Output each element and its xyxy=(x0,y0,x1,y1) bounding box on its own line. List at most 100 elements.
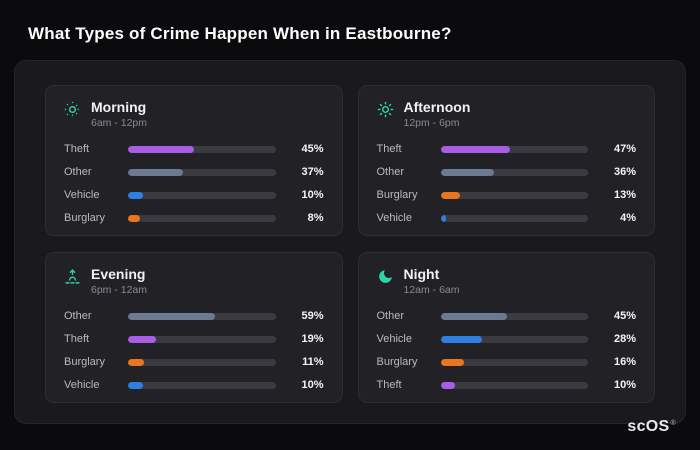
crime-label: Burglary xyxy=(64,212,105,224)
crime-label: Theft xyxy=(64,143,90,155)
bar-fill xyxy=(440,191,460,199)
card-subtitle: 6am - 12pm xyxy=(91,117,148,129)
bar-track xyxy=(128,168,276,176)
crime-percent: 10% xyxy=(301,379,324,391)
bar-track xyxy=(128,312,276,320)
crime-percent: 37% xyxy=(301,166,324,178)
crime-bar-row: Theft 19% xyxy=(64,332,324,346)
crime-bar-row: Burglary 8% xyxy=(64,211,324,225)
card-header: Evening 6pm - 12am xyxy=(64,266,324,296)
crime-label: Other xyxy=(64,310,92,322)
crime-bar-row: Vehicle 10% xyxy=(64,378,324,392)
bar-fill xyxy=(440,168,494,176)
time-period-card: Morning 6am - 12pm Theft 45% Other 37% Vehicle… xyxy=(45,85,343,236)
bar-fill xyxy=(128,335,157,343)
crime-label: Other xyxy=(376,166,405,178)
crime-percent: 16% xyxy=(613,356,636,368)
bar-fill xyxy=(128,358,145,366)
crime-label: Vehicle xyxy=(64,189,100,201)
registered-trademark-icon: ® xyxy=(670,419,676,427)
crime-percent: 45% xyxy=(613,310,636,322)
bar-track xyxy=(128,191,276,199)
crime-label: Other xyxy=(376,310,405,322)
crime-percent: 47% xyxy=(613,143,636,155)
brand-text: scOS xyxy=(627,418,670,435)
card-titles: Evening 6pm - 12am xyxy=(91,266,147,296)
card-title: Afternoon xyxy=(403,99,471,115)
crime-bar-row: Other 59% xyxy=(64,309,324,323)
bar-fill xyxy=(128,214,140,222)
card-title: Night xyxy=(403,266,440,282)
afternoon-sun-icon xyxy=(377,101,394,118)
bar-track xyxy=(440,145,588,153)
time-period-card: Evening 6pm - 12am Other 59% Theft 19% Burglar… xyxy=(45,252,343,403)
crime-label: Burglary xyxy=(376,356,418,368)
crime-percent: 13% xyxy=(613,189,636,201)
bar-rows: Other 45% Vehicle 28% Burglary 16% Theft 10% xyxy=(377,309,637,392)
bar-rows: Other 59% Theft 19% Burglary 11% Vehicle 10% xyxy=(64,309,324,392)
bar-fill xyxy=(128,191,143,199)
bar-track xyxy=(440,191,588,199)
bar-fill xyxy=(440,312,507,320)
crime-bar-row: Other 36% xyxy=(377,165,637,179)
bar-fill xyxy=(128,312,216,320)
crime-bar-row: Theft 10% xyxy=(377,378,637,392)
dashboard-panel: Morning 6am - 12pm Theft 45% Other 37% Vehicle… xyxy=(14,60,686,424)
bar-track xyxy=(128,381,276,389)
bar-fill xyxy=(440,214,447,222)
bar-fill xyxy=(440,335,482,343)
bar-track xyxy=(128,145,276,153)
bar-fill xyxy=(128,381,143,389)
crime-label: Burglary xyxy=(376,189,418,201)
crime-bar-row: Theft 47% xyxy=(377,142,637,156)
crime-label: Vehicle xyxy=(376,333,412,345)
card-title: Evening xyxy=(91,266,146,282)
bar-track xyxy=(128,358,276,366)
crime-label: Vehicle xyxy=(64,379,100,391)
bar-track xyxy=(440,168,588,176)
bar-fill xyxy=(440,358,465,366)
crime-percent: 11% xyxy=(302,356,324,368)
sunset-icon xyxy=(64,268,81,285)
time-period-card: Night 12am - 6am Other 45% Vehicle 28% Burglar… xyxy=(357,252,655,403)
crime-bar-row: Burglary 16% xyxy=(377,355,637,369)
crime-percent: 36% xyxy=(613,166,636,178)
morning-sun-icon xyxy=(64,101,81,118)
bar-track xyxy=(440,214,588,222)
card-subtitle: 12pm - 6pm xyxy=(403,117,460,129)
crime-percent: 4% xyxy=(620,212,636,224)
crime-bar-row: Vehicle 10% xyxy=(64,188,324,202)
bar-rows: Theft 45% Other 37% Vehicle 10% Burglary 8% xyxy=(64,142,324,225)
card-subtitle: 12am - 6am xyxy=(403,284,460,296)
card-header: Afternoon 12pm - 6pm xyxy=(377,99,637,129)
crime-bar-row: Other 45% xyxy=(377,309,637,323)
bar-track xyxy=(440,381,588,389)
card-title: Morning xyxy=(91,99,147,115)
crime-percent: 45% xyxy=(301,143,324,155)
crime-bar-row: Vehicle 28% xyxy=(377,332,637,346)
card-header: Morning 6am - 12pm xyxy=(64,99,324,129)
crime-percent: 10% xyxy=(301,189,324,201)
crime-percent: 28% xyxy=(613,333,636,345)
crime-percent: 19% xyxy=(301,333,324,345)
bar-track xyxy=(440,335,588,343)
cards-grid: Morning 6am - 12pm Theft 45% Other 37% Vehicle… xyxy=(45,85,655,403)
crime-percent: 8% xyxy=(307,212,324,224)
moon-icon xyxy=(377,268,394,285)
time-period-card: Afternoon 12pm - 6pm Theft 47% Other 36% Burgl… xyxy=(357,85,655,236)
crime-label: Theft xyxy=(64,333,90,345)
crime-label: Vehicle xyxy=(376,212,412,224)
card-titles: Night 12am - 6am xyxy=(404,266,460,296)
crime-percent: 10% xyxy=(613,379,636,391)
card-titles: Morning 6am - 12pm xyxy=(91,99,147,129)
card-titles: Afternoon 12pm - 6pm xyxy=(404,99,471,129)
card-header: Night 12am - 6am xyxy=(377,266,637,296)
crime-label: Theft xyxy=(376,143,402,155)
bar-rows: Theft 47% Other 36% Burglary 13% Vehicle 4% xyxy=(377,142,637,225)
crime-bar-row: Burglary 11% xyxy=(64,355,324,369)
bar-fill xyxy=(440,381,456,389)
crime-label: Other xyxy=(64,166,92,178)
bar-track xyxy=(440,358,588,366)
crime-label: Burglary xyxy=(64,356,105,368)
brand-logo: scOS® xyxy=(627,418,676,436)
